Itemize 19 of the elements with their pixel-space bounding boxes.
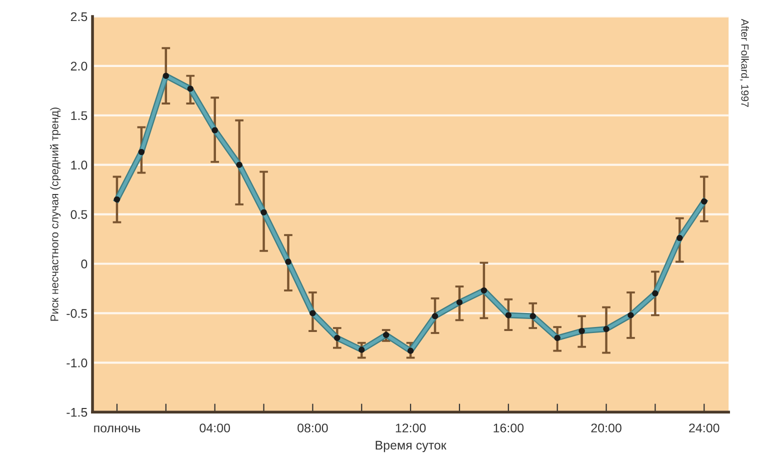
x-tick-label: 20:00 (591, 424, 622, 432)
x-tick-label: 08:00 (298, 424, 328, 432)
y-tick-label: 1.0 (71, 160, 88, 170)
y-tick-label: -0.5 (66, 309, 88, 318)
x-axis-title: Время суток (376, 440, 446, 452)
text: After Folkard, 1997 (740, 18, 749, 107)
y-axis-title: Риск несчастного случая (средний тренд) (50, 108, 61, 321)
y-tick-label: -1.0 (66, 358, 88, 368)
y-tick-label: 0 (81, 260, 88, 268)
x-tick-label: полночь (94, 426, 140, 432)
y-tick-label: -1.5 (66, 408, 88, 417)
x-tick-label: 16:00 (494, 424, 524, 432)
x-tick-label: 12:00 (396, 424, 426, 432)
x-tick-label: 24:00 (689, 424, 720, 432)
y-tick-label: 1.5 (71, 111, 88, 120)
y-tick-label: 2.0 (70, 62, 88, 71)
y-tick-label: 0.5 (70, 210, 88, 219)
y-tick-label: 2.5 (70, 12, 88, 22)
x-tick-label: 04:00 (200, 424, 230, 432)
